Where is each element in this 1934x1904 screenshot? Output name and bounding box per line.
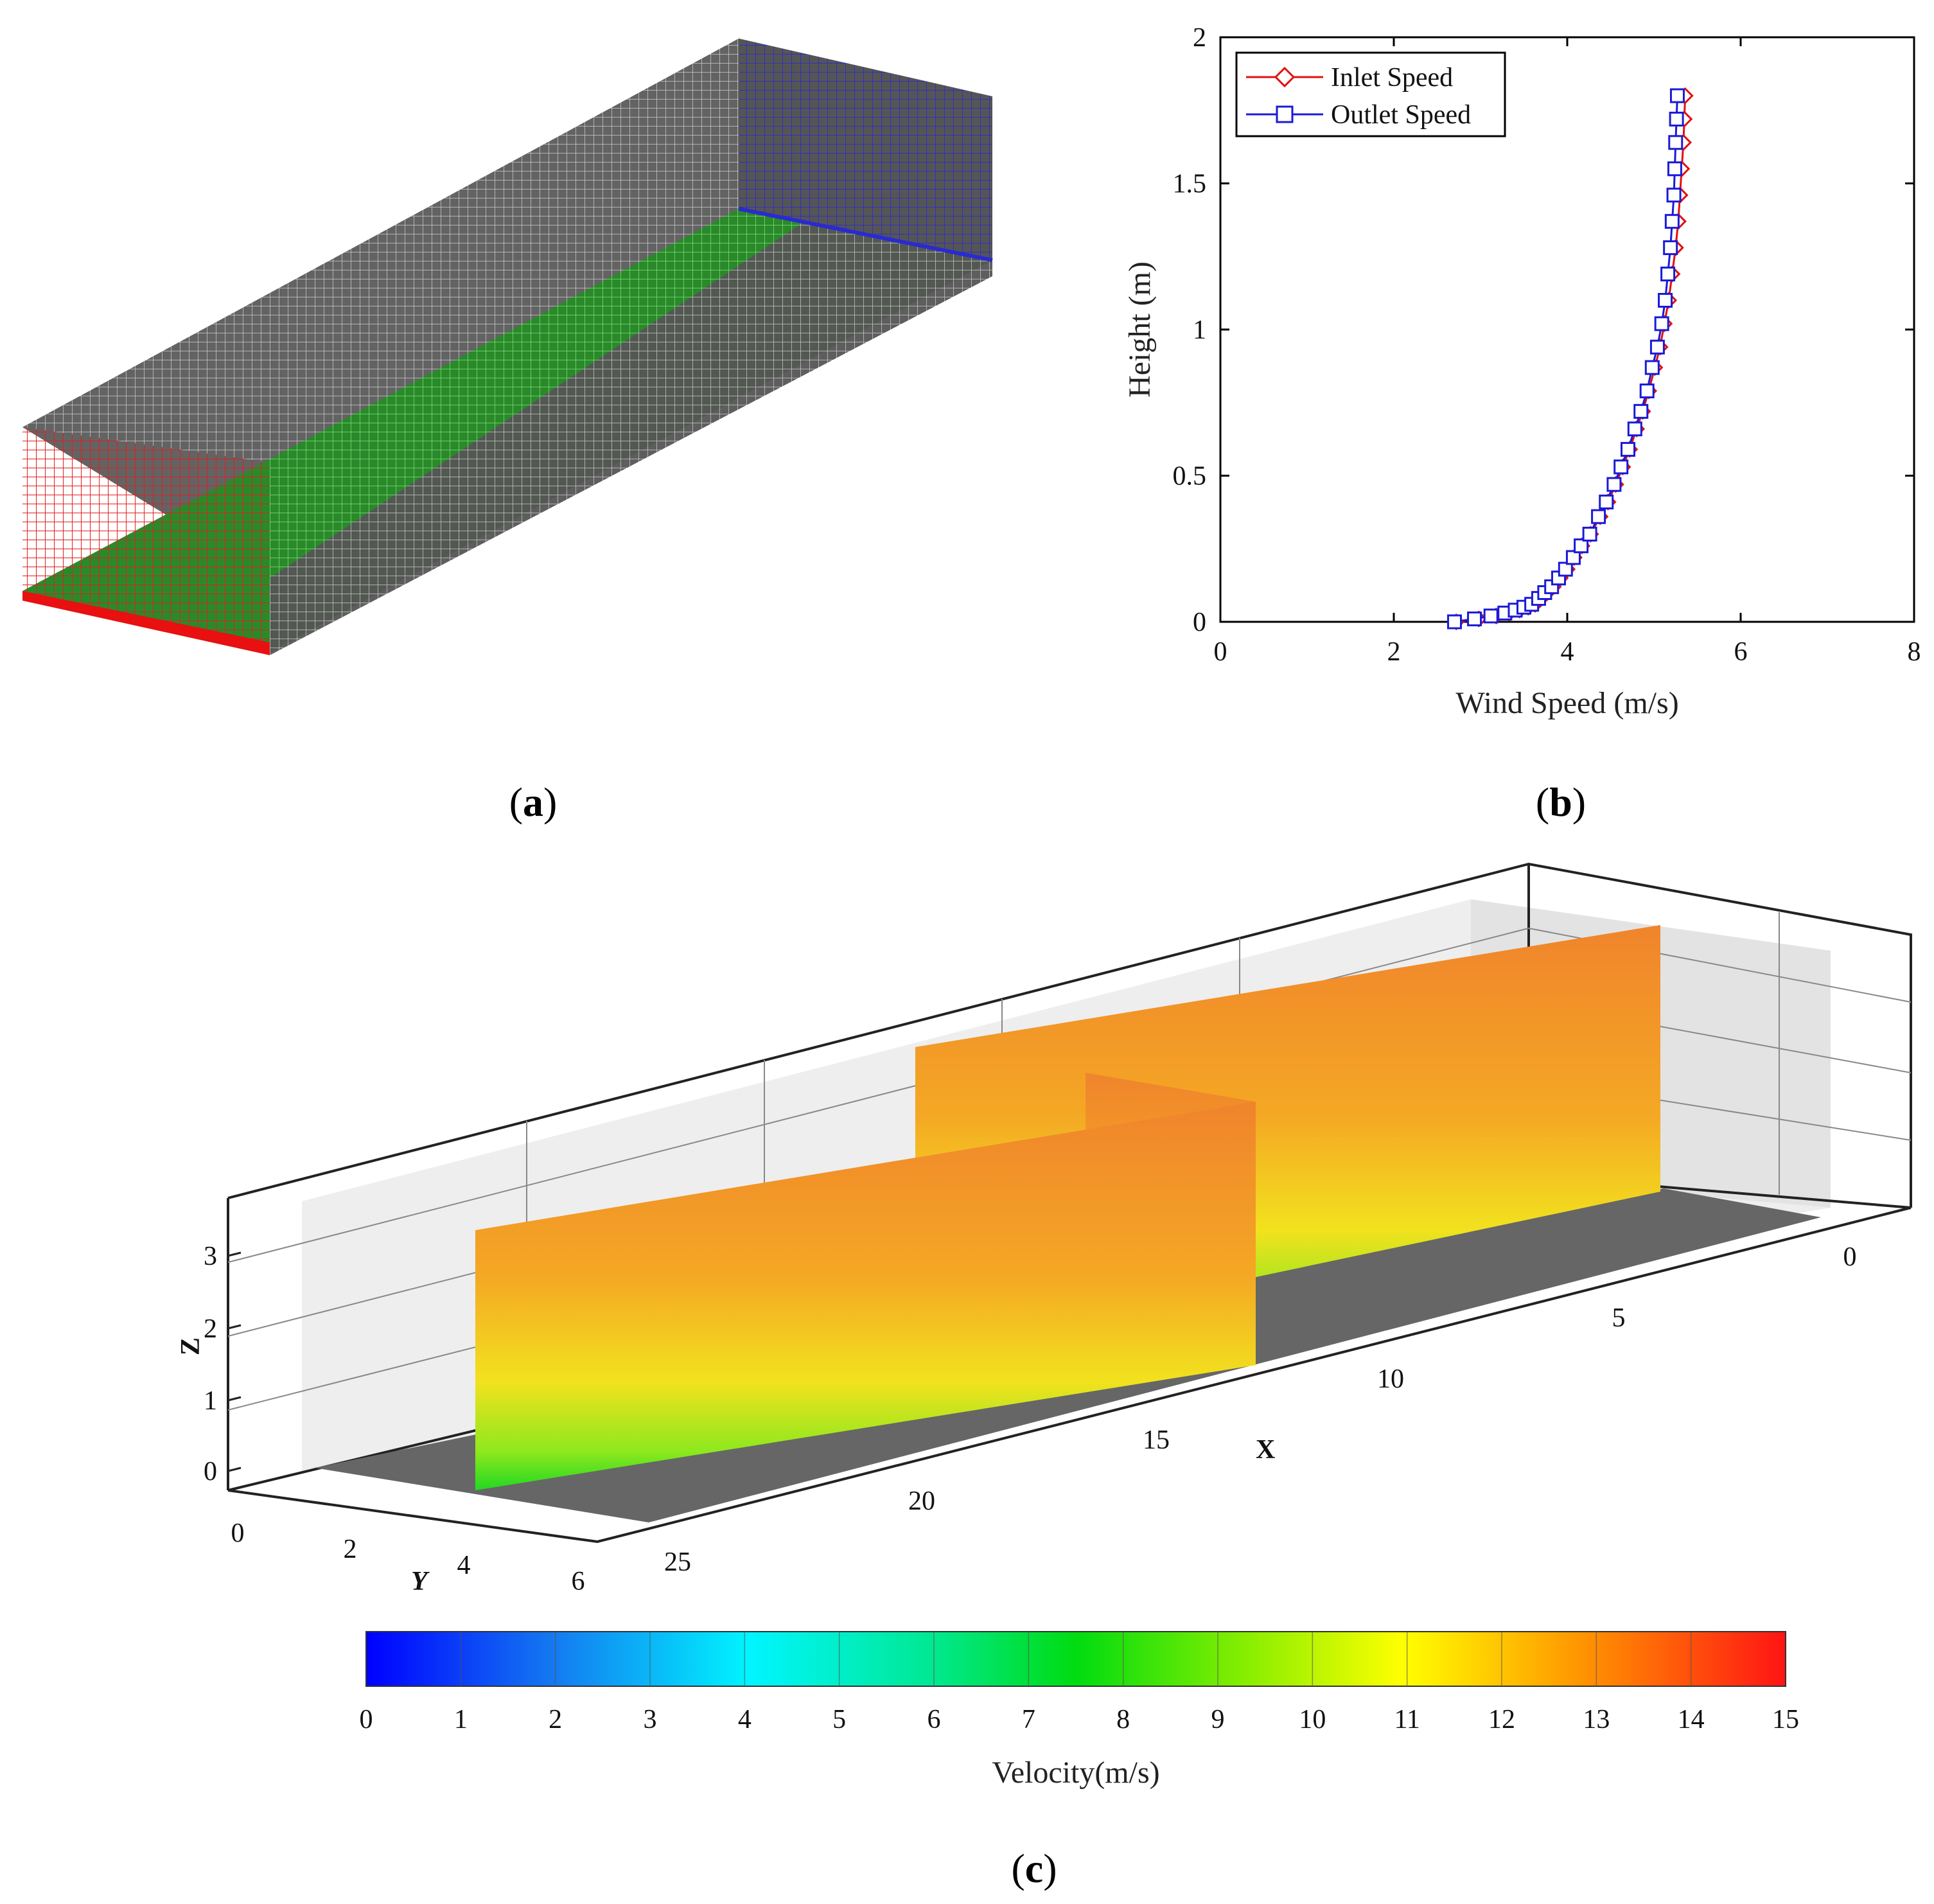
outlet-point (1633, 403, 1649, 419)
outlet-point (1447, 614, 1462, 630)
z-tick-label: 0 (204, 1457, 217, 1486)
y-tick-label-3d: 2 (344, 1535, 357, 1564)
colorbar-tick-label: 3 (644, 1705, 657, 1734)
outlet-point (1613, 459, 1629, 475)
colorbar-tick-label: 6 (927, 1705, 941, 1734)
x-axis-label-3d: X (1256, 1435, 1275, 1465)
outlet-point (1669, 88, 1685, 103)
y-axis-label: Height (m) (1123, 261, 1157, 398)
z-axis-label: Z (176, 1337, 206, 1355)
outlet-point (1664, 214, 1680, 229)
y-tick-label-3d: 4 (457, 1551, 471, 1580)
x-tick-label-3d: 10 (1377, 1364, 1404, 1394)
x-tick-label: 6 (1734, 637, 1748, 667)
outlet-point (1667, 161, 1682, 177)
x-axis-label: Wind Speed (m/s) (1455, 686, 1678, 720)
x-tick-label: 2 (1387, 637, 1401, 667)
wind-profile-chart: 0 2 4 6 8 0 0.5 1 1.5 2 Wind Speed (m/s) Height (… (1123, 23, 1921, 720)
series-line-outlet (1454, 95, 1678, 623)
x-tick-label-3d: 0 (1843, 1242, 1857, 1272)
x-tick-label-3d: 25 (664, 1547, 691, 1577)
mesh-domain (22, 39, 993, 655)
x-tick-label: 0 (1214, 637, 1227, 667)
x-tick-label: 4 (1561, 637, 1574, 667)
colorbar-tick-label: 14 (1678, 1705, 1705, 1734)
outlet-point (1582, 527, 1597, 542)
velocity-3d-plot: 0 1 2 3 0 2 4 6 0 5 10 15 20 25 Z Y X (176, 862, 1912, 1596)
outlet-point (1591, 509, 1606, 524)
colorbar-tick-label: 9 (1211, 1705, 1225, 1734)
outlet-point (1621, 442, 1635, 457)
outlet-point (1467, 611, 1482, 626)
colorbar-tick-label: 4 (738, 1705, 752, 1734)
legend: Inlet Speed Outlet Speed (1235, 51, 1506, 137)
outlet-point (1649, 339, 1665, 355)
z-tick-mark (227, 1396, 242, 1402)
outlet-point (1627, 421, 1642, 437)
colorbar-tick-label: 5 (832, 1705, 846, 1734)
y-tick-label-3d: 0 (231, 1519, 245, 1548)
outlet-point (1639, 383, 1655, 399)
mesh-inlet-face (22, 427, 270, 652)
legend-outlet-label: Outlet Speed (1331, 100, 1471, 130)
legend-inlet-marker (1274, 66, 1296, 88)
y-tick-label: 0 (1193, 608, 1206, 637)
y-tick-label: 1 (1193, 315, 1206, 345)
colorbar-tick-label: 2 (549, 1705, 562, 1734)
outlet-point (1669, 111, 1684, 127)
outlet-point (1644, 360, 1660, 375)
colorbar-tick-label: 12 (1488, 1705, 1515, 1734)
velocity-plane-front (475, 1102, 1256, 1490)
x-tick-label-3d: 5 (1612, 1303, 1626, 1333)
z-tick-label: 2 (204, 1314, 217, 1344)
panel-a-label: (a) (509, 779, 558, 825)
legend-inlet-label: Inlet Speed (1331, 63, 1453, 93)
y-tick-label: 2 (1193, 23, 1206, 53)
outlet-point (1565, 550, 1581, 565)
x-tick-label-3d: 15 (1143, 1425, 1170, 1455)
outlet-point (1666, 188, 1682, 203)
colorbar-tick-label: 11 (1394, 1705, 1420, 1734)
colorbar-tick-label: 8 (1116, 1705, 1130, 1734)
series-line-inlet (1456, 95, 1687, 623)
y-tick-label-3d: 6 (572, 1567, 585, 1596)
colorbar-tick-label: 10 (1299, 1705, 1326, 1734)
x-tick-label: 8 (1908, 637, 1921, 667)
velocity-colorbar: 0 1 2 3 4 5 6 7 8 9 10 11 12 13 14 15 Velocity(m/s) (360, 1631, 1799, 1790)
outlet-point (1654, 316, 1669, 331)
y-axis-label-3d: Y (411, 1567, 430, 1596)
y-tick-label: 1.5 (1173, 170, 1207, 199)
panel-b-label: (b) (1536, 779, 1586, 825)
x-tick-label-3d: 20 (908, 1486, 935, 1516)
legend-outlet-marker (1276, 105, 1294, 123)
colorbar-tick-label: 0 (360, 1705, 373, 1734)
mesh-side-wall (270, 96, 992, 655)
colorbar-tick-label: 1 (454, 1705, 468, 1734)
z-tick-mark (227, 1324, 242, 1330)
outlet-point (1558, 561, 1573, 577)
outlet-point (1483, 608, 1499, 624)
outlet-point (1574, 538, 1589, 554)
colorbar-tick-label: 7 (1022, 1705, 1035, 1734)
colorbar-tick-label: 13 (1583, 1705, 1610, 1734)
mesh-outlet-face (739, 39, 992, 260)
z-tick-mark (227, 1251, 242, 1257)
outlet-point (1660, 267, 1676, 282)
colorbar-gradient (365, 1631, 1786, 1687)
colorbar-label: Velocity(m/s) (992, 1756, 1159, 1790)
y-tick-label: 0.5 (1173, 462, 1207, 491)
outlet-point (1663, 240, 1678, 256)
colorbar-tick-label: 15 (1772, 1705, 1799, 1734)
outlet-point (1668, 135, 1683, 150)
outlet-point (1606, 477, 1622, 492)
z-tick-mark (227, 1467, 242, 1472)
z-tick-label: 3 (204, 1242, 217, 1271)
panel-c-label: (c) (1011, 1846, 1057, 1891)
outlet-point (1599, 494, 1614, 509)
outlet-point (1658, 293, 1673, 308)
z-tick-label: 1 (204, 1386, 217, 1416)
